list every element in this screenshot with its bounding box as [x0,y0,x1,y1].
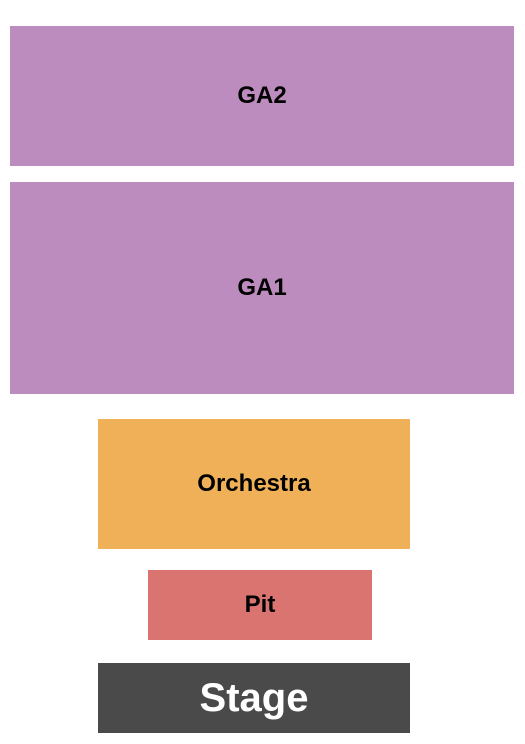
section-label: GA1 [237,274,286,302]
section-orchestra[interactable]: Orchestra [98,419,410,549]
section-label: Orchestra [197,470,310,498]
section-stage: Stage [98,663,410,733]
section-label: Pit [245,591,276,619]
section-ga2[interactable]: GA2 [10,26,514,166]
section-pit[interactable]: Pit [148,570,372,640]
section-ga1[interactable]: GA1 [10,182,514,394]
section-label: Stage [200,676,309,721]
section-label: GA2 [237,82,286,110]
